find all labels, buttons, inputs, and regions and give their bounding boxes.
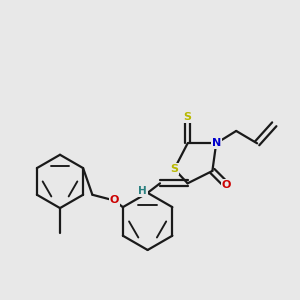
- Text: O: O: [222, 180, 231, 190]
- Text: O: O: [110, 196, 119, 206]
- Text: H: H: [139, 186, 147, 196]
- Text: S: S: [170, 164, 178, 174]
- Text: S: S: [184, 112, 192, 122]
- Text: N: N: [212, 138, 221, 148]
